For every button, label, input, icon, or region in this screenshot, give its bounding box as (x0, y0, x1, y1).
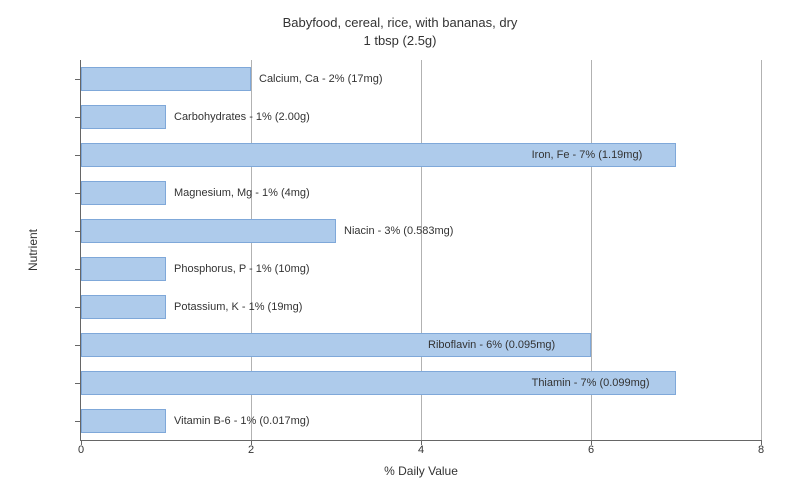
plot-area: Nutrient % Daily Value 02468Calcium, Ca … (80, 60, 761, 441)
bar-label: Potassium, K - 1% (19mg) (174, 301, 302, 313)
bar-label: Calcium, Ca - 2% (17mg) (259, 73, 382, 85)
bar-label: Iron, Fe - 7% (1.19mg) (532, 149, 643, 161)
bar-label: Riboflavin - 6% (0.095mg) (428, 339, 555, 351)
bar (81, 219, 336, 243)
bar-label: Magnesium, Mg - 1% (4mg) (174, 187, 310, 199)
bar (81, 105, 166, 129)
chart-title-line1: Babyfood, cereal, rice, with bananas, dr… (283, 15, 518, 30)
bar (81, 67, 251, 91)
bar (81, 257, 166, 281)
bar-label: Vitamin B-6 - 1% (0.017mg) (174, 415, 310, 427)
x-tick-label: 4 (418, 444, 424, 456)
bar-label: Niacin - 3% (0.583mg) (344, 225, 453, 237)
x-tick-label: 2 (248, 444, 254, 456)
bar (81, 409, 166, 433)
gridline (761, 60, 762, 440)
chart-title-line2: 1 tbsp (2.5g) (364, 33, 437, 48)
bar-label: Carbohydrates - 1% (2.00g) (174, 111, 310, 123)
chart-title: Babyfood, cereal, rice, with bananas, dr… (0, 14, 800, 49)
bar-label: Phosphorus, P - 1% (10mg) (174, 263, 310, 275)
x-tick-label: 8 (758, 444, 764, 456)
bar-label: Thiamin - 7% (0.099mg) (532, 377, 650, 389)
bar (81, 295, 166, 319)
x-axis-title: % Daily Value (384, 464, 458, 478)
y-axis-title: Nutrient (26, 229, 40, 271)
nutrient-chart: Babyfood, cereal, rice, with bananas, dr… (0, 0, 800, 500)
bar (81, 181, 166, 205)
x-tick-label: 0 (78, 444, 84, 456)
x-tick-label: 6 (588, 444, 594, 456)
